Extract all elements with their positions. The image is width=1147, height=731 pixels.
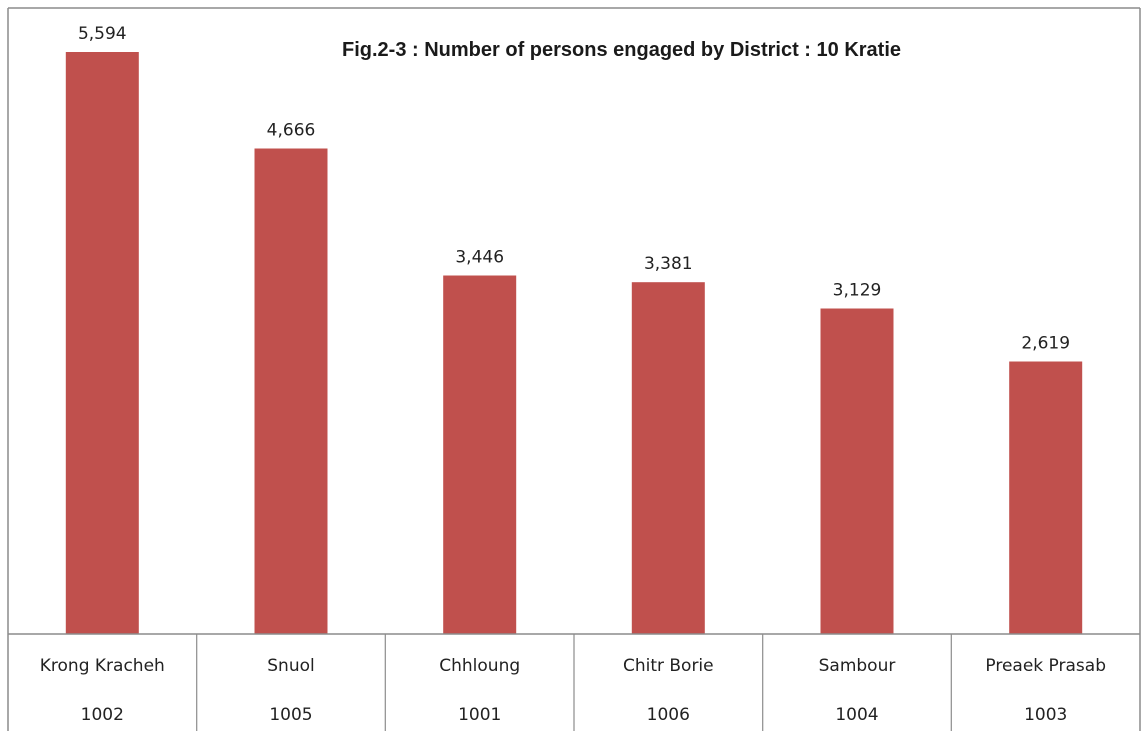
x-tick-label: Krong Kracheh bbox=[40, 656, 165, 676]
data-label: 5,594 bbox=[78, 24, 127, 44]
bar-krong-kracheh bbox=[65, 52, 139, 634]
bar-sambour bbox=[820, 308, 894, 634]
district-code-label: 1006 bbox=[647, 705, 690, 725]
category-table: Krong Kracheh 1002 Snuol 1005 Chhloung 1001 Ch… bbox=[8, 633, 1140, 731]
data-label: 3,129 bbox=[833, 281, 882, 301]
x-tick-label: Preaek Prasab bbox=[985, 656, 1106, 676]
x-tick-label: Chitr Borie bbox=[623, 656, 714, 676]
district-code-label: 1003 bbox=[1024, 705, 1067, 725]
chart-border bbox=[7, 7, 1141, 731]
data-label: 3,381 bbox=[644, 254, 693, 274]
x-tick-label: Snuol bbox=[267, 656, 314, 676]
bar-preaek-prasab bbox=[1009, 361, 1083, 634]
bar-chitr-borie bbox=[631, 282, 705, 634]
bar-snuol bbox=[254, 148, 328, 634]
value-labels-group: 5,594 4,666 3,446 3,381 3,129 2,619 bbox=[78, 24, 1070, 354]
data-label: 2,619 bbox=[1021, 334, 1070, 354]
bars-group bbox=[65, 52, 1083, 634]
chart-title: Fig.2-3 : Number of persons engaged by D… bbox=[342, 39, 901, 61]
data-label: 3,446 bbox=[455, 248, 504, 268]
x-tick-label: Chhloung bbox=[439, 656, 520, 676]
district-code-label: 1005 bbox=[269, 705, 312, 725]
district-code-label: 1002 bbox=[81, 705, 124, 725]
district-code-label: 1001 bbox=[458, 705, 501, 725]
data-label: 4,666 bbox=[267, 121, 316, 141]
district-code-label: 1004 bbox=[835, 705, 878, 725]
x-tick-label: Sambour bbox=[819, 656, 896, 676]
bar-chhloung bbox=[443, 275, 517, 634]
